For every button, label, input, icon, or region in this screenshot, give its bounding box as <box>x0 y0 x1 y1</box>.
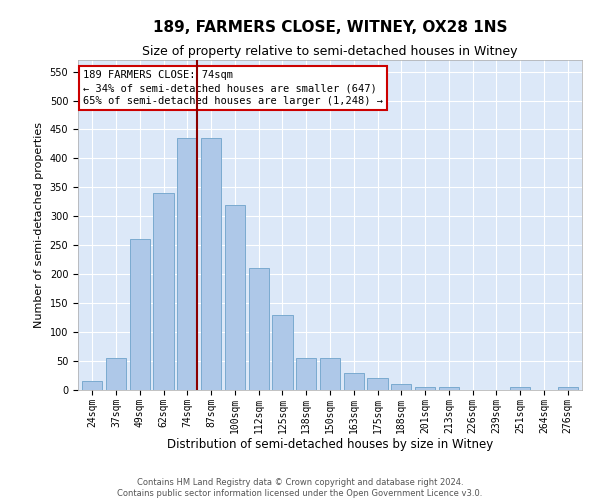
Bar <box>106 358 126 390</box>
Y-axis label: Number of semi-detached properties: Number of semi-detached properties <box>34 122 44 328</box>
Bar <box>130 240 150 390</box>
Bar <box>272 314 293 390</box>
Text: 189, FARMERS CLOSE, WITNEY, OX28 1NS: 189, FARMERS CLOSE, WITNEY, OX28 1NS <box>153 20 507 35</box>
X-axis label: Distribution of semi-detached houses by size in Witney: Distribution of semi-detached houses by … <box>167 438 493 452</box>
Bar <box>391 384 412 390</box>
Bar <box>82 382 103 390</box>
Bar <box>296 358 316 390</box>
Bar <box>248 268 269 390</box>
Bar <box>510 387 530 390</box>
Bar <box>201 138 221 390</box>
Bar <box>557 387 578 390</box>
Bar <box>154 193 173 390</box>
Text: Size of property relative to semi-detached houses in Witney: Size of property relative to semi-detach… <box>142 45 518 58</box>
Bar <box>415 387 435 390</box>
Bar <box>225 204 245 390</box>
Text: 189 FARMERS CLOSE: 74sqm
← 34% of semi-detached houses are smaller (647)
65% of : 189 FARMERS CLOSE: 74sqm ← 34% of semi-d… <box>83 70 383 106</box>
Bar <box>439 387 459 390</box>
Bar <box>367 378 388 390</box>
Bar <box>177 138 197 390</box>
Bar <box>344 372 364 390</box>
Bar <box>320 358 340 390</box>
Text: Contains HM Land Registry data © Crown copyright and database right 2024.
Contai: Contains HM Land Registry data © Crown c… <box>118 478 482 498</box>
